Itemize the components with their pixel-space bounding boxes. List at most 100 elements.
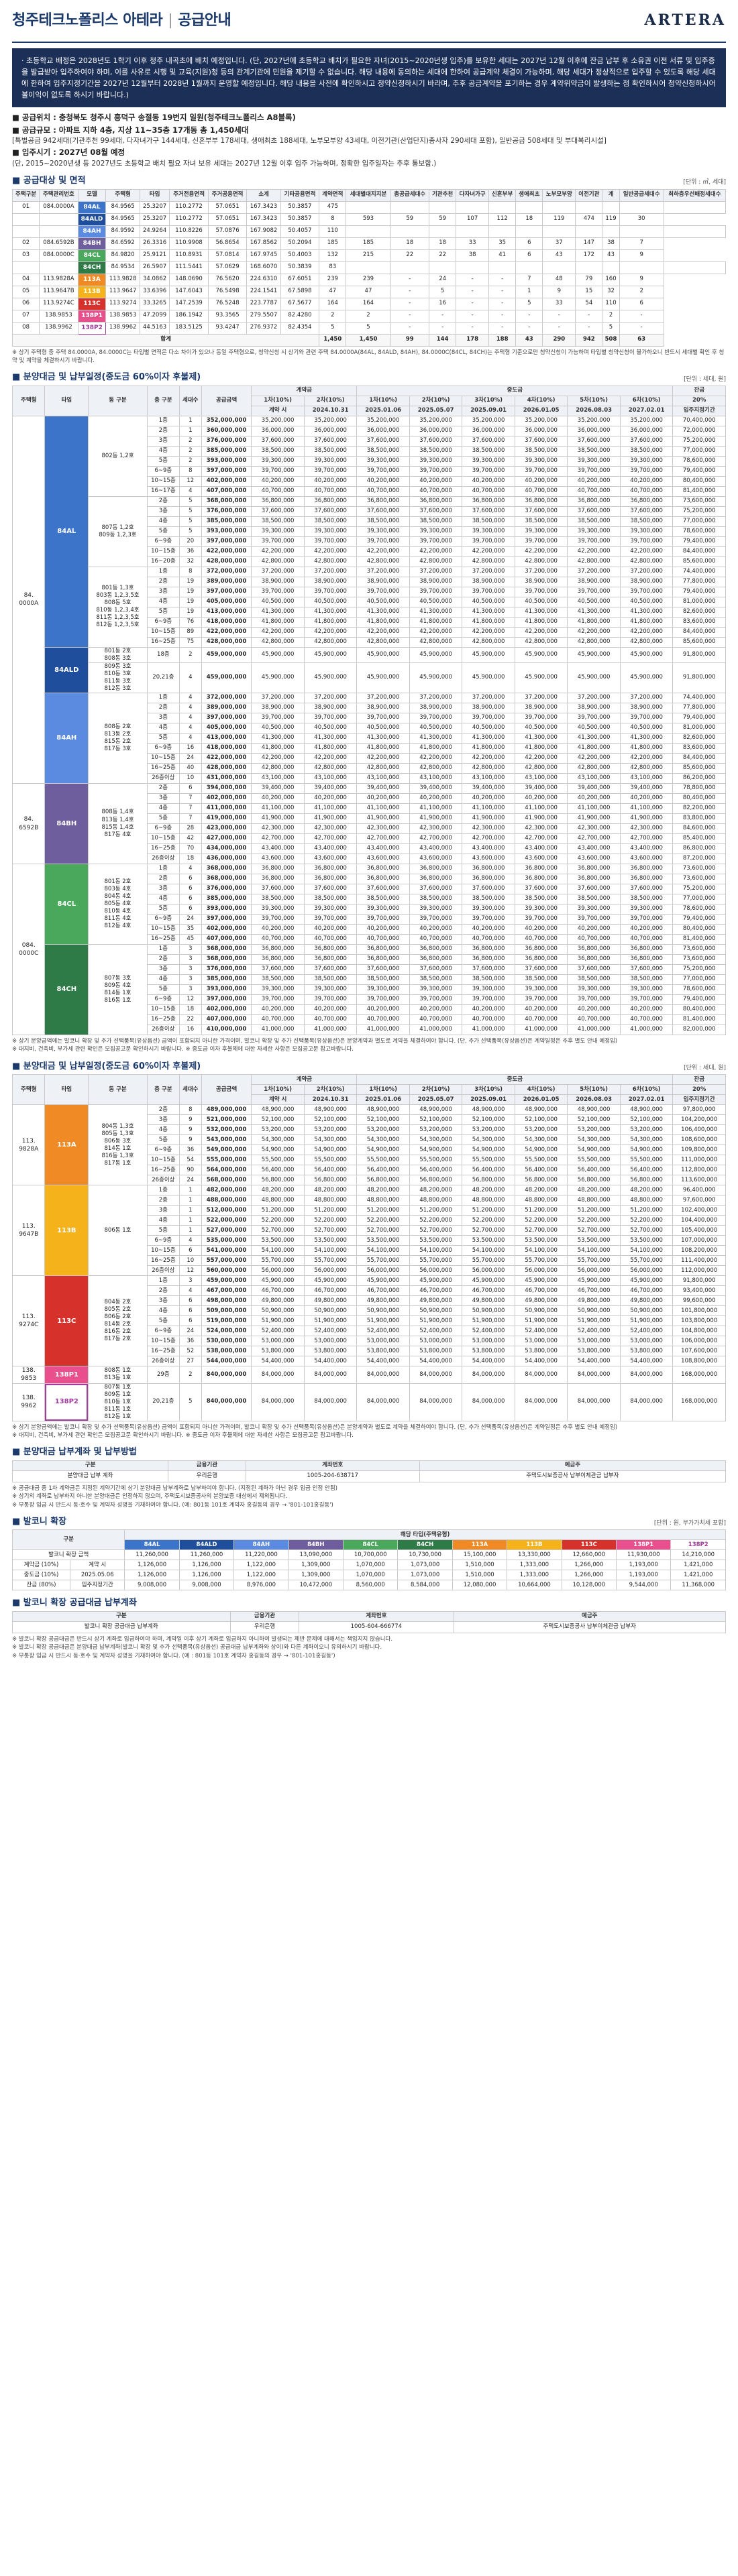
table-cell: 55,700,000 [619, 1255, 674, 1267]
table-cell: 1,070,000 [343, 1560, 399, 1571]
table-cell: 37,600,000 [251, 964, 305, 976]
table-cell: 147.2539 [169, 297, 209, 310]
table-cell: 45,900,000 [514, 646, 568, 663]
table-cell: 2층 [146, 954, 180, 965]
header-row: 1차(10%) 2차(10%) 1차(10%) 2차(10%) 3차(10%) 4차(10… [13, 1084, 726, 1096]
table-cell: 40,200,000 [409, 924, 463, 935]
table-cell: 42,200,000 [514, 626, 568, 638]
table-cell: 376,000,000 [201, 884, 252, 895]
total-cell: 188 [488, 333, 517, 347]
table-cell: 36,800,000 [409, 954, 463, 965]
table-cell: 47.2099 [139, 309, 170, 323]
table-cell: 39,700,000 [356, 914, 410, 925]
table-cell [542, 261, 576, 274]
table-cell: 10,664,000 [507, 1580, 562, 1591]
table-cell: 108,600,000 [672, 1134, 726, 1146]
col-header: 중도금 [356, 385, 674, 396]
table-cell: 1,073,000 [397, 1570, 453, 1581]
total-cell: 178 [456, 333, 490, 347]
col-header: 노부모부양 [542, 188, 576, 202]
table-cell: 84,000,000 [462, 1366, 515, 1384]
table-row: 중도금 (10%) 2025.05.06 1,126,000 1,126,000 1,1… [12, 1570, 726, 1581]
table-cell: 48,900,000 [514, 1104, 568, 1116]
table-cell: 110.9908 [169, 237, 209, 250]
table-cell: 54,300,000 [514, 1134, 568, 1146]
table-cell: 2 [346, 309, 391, 323]
col-header: 주택형 [11, 1074, 46, 1106]
table-cell: 40,200,000 [356, 793, 410, 805]
table-cell: 40,200,000 [303, 924, 358, 935]
table-cell: 25.3207 [139, 213, 170, 226]
table-cell: 11,368,000 [670, 1580, 726, 1591]
table-cell: 43,100,000 [567, 773, 621, 784]
table-cell: 53,200,000 [567, 1124, 621, 1136]
col-header: 3차(10%) [462, 395, 515, 406]
table-row: 138. 9853 138P1 808동 1호 813동 1호 29층 2 840,000… [11, 1366, 726, 1384]
table-cell: 54,400,000 [356, 1356, 410, 1367]
table-cell: 39,300,000 [303, 526, 358, 537]
table-cell: 48,900,000 [303, 1104, 358, 1116]
table-cell: 4 [178, 693, 202, 704]
col-header: 계 [602, 188, 620, 202]
table-cell: 38,500,000 [567, 516, 621, 527]
table-cell: 52,700,000 [409, 1225, 463, 1236]
table-cell: 77,000,000 [672, 516, 726, 527]
table-cell: 35,200,000 [514, 415, 568, 426]
table-cell: 26층이상 [146, 1265, 180, 1277]
table-cell: 54,100,000 [409, 1245, 463, 1256]
table-cell: 54 [575, 297, 603, 310]
table-row: 16~25층 45 407,000,000 40,700,000 40,700,000 4… [13, 934, 726, 945]
table-cell: 39,300,000 [619, 984, 674, 996]
table-cell: 49,800,000 [514, 1295, 568, 1307]
table-cell: 99,600,000 [672, 1295, 726, 1307]
table-cell: 38,500,000 [409, 516, 463, 527]
table-cell: 56,800,000 [462, 1175, 515, 1186]
table-cell: 376,000,000 [201, 964, 252, 976]
table-cell: 49,800,000 [356, 1295, 410, 1307]
table-cell: 167.3423 [246, 213, 281, 226]
type-badge: 84AL [44, 415, 89, 648]
table-cell [11, 261, 40, 274]
total-cell: 942 [575, 333, 603, 347]
table-cell: 56,000,000 [619, 1265, 674, 1277]
col-header: 기타공용면적 [280, 188, 320, 202]
table-row: 84ALD 801동 2호 808동 3호 18층 2 459,000,000 45,90… [13, 646, 726, 694]
table-cell: 46,700,000 [356, 1285, 410, 1297]
table-cell: 42,300,000 [409, 823, 463, 835]
table-cell: 1 [178, 1205, 202, 1216]
table-cell: 40,700,000 [356, 1014, 410, 1026]
table-cell: 39,700,000 [356, 536, 410, 547]
table-cell: 147.6043 [169, 285, 209, 298]
table-cell: 42,200,000 [619, 626, 674, 638]
area-cell: 113. 9274C [11, 1275, 46, 1367]
table-row: 84CH 84.9534 26.5907 111.5441 57.0629 168.607… [11, 261, 727, 274]
table-cell: 35 [488, 237, 517, 250]
table-cell: 160 [602, 273, 620, 286]
table-cell: 45,900,000 [409, 646, 463, 663]
table-cell: 39,400,000 [514, 783, 568, 795]
table-cell: 48,800,000 [619, 1195, 674, 1206]
table-cell: 389,000,000 [201, 576, 252, 587]
table-cell: 37,600,000 [567, 506, 621, 517]
table-cell [11, 225, 40, 238]
col-header: 타입 [44, 1074, 89, 1106]
table-cell: 138.9853 [105, 309, 140, 323]
type-badge: 113A [44, 1104, 89, 1186]
table-row: 계약금 (10%) 계약 시 1,126,000 1,126,000 1,122,000… [12, 1560, 726, 1571]
table-cell: 48,200,000 [251, 1185, 305, 1196]
table-cell: 7 [178, 803, 202, 815]
section-title-balcony-account: ■ 발코니 확장 공급대금 납부계좌 [12, 1598, 137, 1608]
table-cell: 40,500,000 [514, 723, 568, 734]
table-cell: 45,900,000 [356, 662, 410, 694]
table-cell: 42,800,000 [251, 556, 305, 567]
table-cell: 385,000,000 [201, 974, 252, 986]
table-cell: 41,000,000 [462, 1024, 515, 1036]
table-cell: 40,700,000 [619, 485, 674, 497]
table-cell: 38,900,000 [251, 576, 305, 587]
table-cell: 43,100,000 [356, 773, 410, 784]
table-cell [619, 261, 664, 274]
col-header: 신혼부부 [488, 188, 517, 202]
table-cell: 43,600,000 [462, 854, 515, 865]
col-header: 세대별대지지분 [346, 188, 391, 202]
table-cell: 52,700,000 [356, 1225, 410, 1236]
